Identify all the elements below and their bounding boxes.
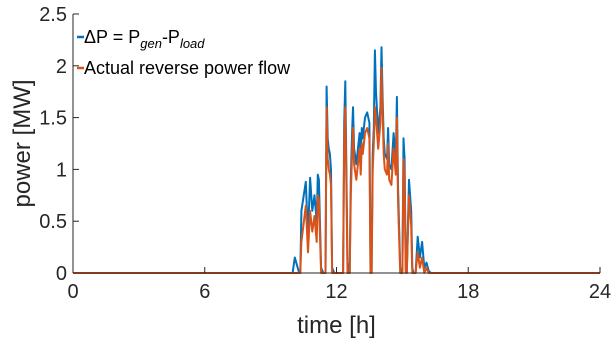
x-tick-label: 6 (199, 281, 210, 303)
legend-dp-prefix: ΔP = P (84, 27, 140, 47)
series-line-actual (73, 66, 600, 274)
y-axis-title: power [MW] (9, 79, 36, 207)
y-tick-label: 2.5 (39, 4, 67, 26)
legend-label-actual: Actual reverse power flow (84, 58, 291, 78)
y-tick-label: 2 (56, 56, 67, 78)
x-axis-title: time [h] (297, 312, 376, 339)
x-tick-label: 12 (325, 281, 347, 303)
legend-dp-mid: -P (162, 27, 180, 47)
x-tick-label: 24 (589, 281, 611, 303)
legend-dp-sub-load: load (180, 36, 205, 51)
x-tick-label: 18 (457, 281, 479, 303)
y-tick-label: 1.5 (39, 108, 67, 130)
y-tick-label: 1 (56, 159, 67, 181)
series-line-dP (73, 46, 600, 274)
legend: ΔP = Pgen-Pload Actual reverse power flo… (77, 27, 291, 78)
x-tick-label: 0 (67, 281, 78, 303)
legend-dp-sub-gen: gen (140, 36, 162, 51)
y-tick-label: 0 (56, 263, 67, 285)
plot-area: 0 6 12 18 24 0 0.5 1 1.5 2 2.5 (39, 4, 611, 303)
legend-label-dp: ΔP = Pgen-Pload (84, 27, 205, 51)
y-tick-label: 0.5 (39, 211, 67, 233)
